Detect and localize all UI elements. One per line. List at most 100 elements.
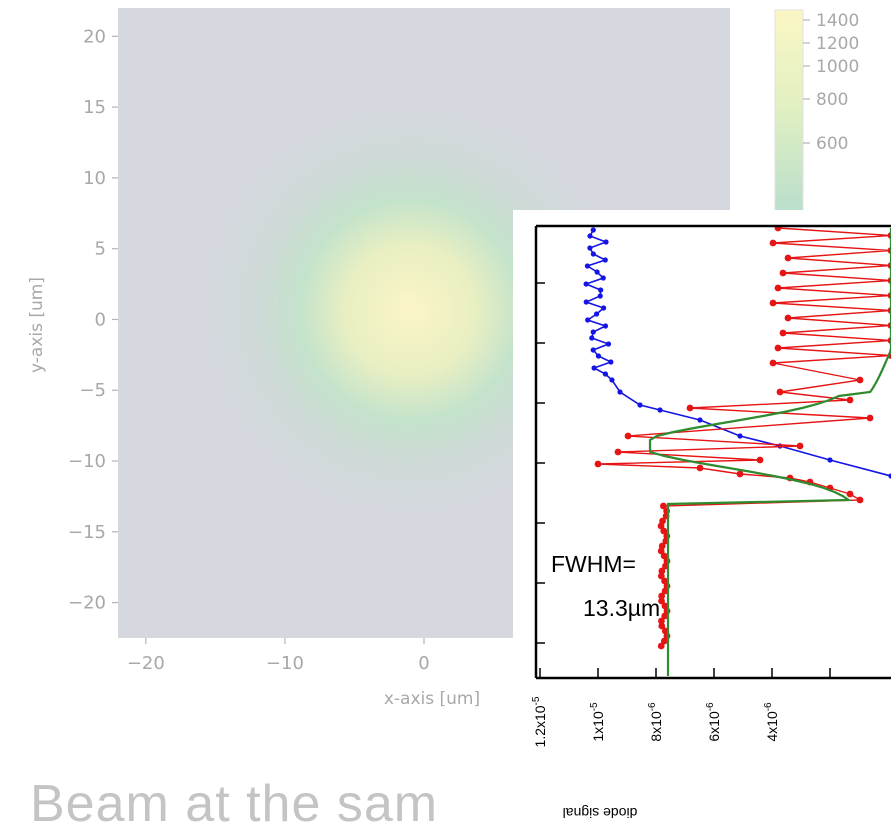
colorbar-tick-label: 1200 — [816, 34, 859, 54]
blue-series-point — [595, 353, 602, 359]
inset-bottom-ticks — [539, 668, 831, 678]
heatmap-x-label: x-axis [um] — [384, 689, 480, 709]
inset-y-tick-label: 6x10-6 — [705, 702, 722, 742]
blue-series-point — [602, 371, 609, 377]
red-series-point — [784, 314, 792, 322]
inset-y-tick-labels: 1.2x10-5 1x10-5 8x10-6 6x10-6 4x10-6 — [531, 696, 780, 747]
blue-series-point — [657, 407, 663, 413]
red-series-point — [658, 592, 666, 600]
heatmap-y-tick-label: 10 — [83, 168, 106, 189]
red-series-point — [658, 617, 665, 625]
fwhm-annotation-value: 13.3µm — [583, 595, 660, 621]
red-series-point — [796, 442, 804, 450]
red-series-point — [846, 396, 854, 404]
red-series-point — [661, 587, 669, 595]
heatmap-y-tick-label: −10 — [68, 451, 106, 472]
colorbar-tick-label: 1000 — [816, 57, 859, 77]
heatmap-y-ticks: 20 15 10 5 0 −5 −10 −15 −20 — [68, 26, 118, 614]
red-series-point — [779, 269, 787, 277]
blue-series-point — [587, 245, 593, 251]
red-series-point — [614, 448, 622, 456]
red-series-point — [657, 572, 665, 580]
heatmap-y-tick-label: 15 — [83, 97, 106, 118]
red-series-point — [659, 502, 667, 510]
colorbar-tick-label: 600 — [816, 134, 848, 154]
inset-series — [583, 227, 891, 676]
blue-series-point — [608, 359, 614, 365]
red-series-point — [774, 344, 782, 352]
red-series-point — [774, 284, 782, 292]
inset-background — [513, 210, 891, 837]
blue-series-point — [584, 263, 591, 269]
red-series-point — [756, 456, 764, 464]
green-fit-line — [648, 228, 891, 676]
inset-plot: 1.2x10-5 1x10-5 8x10-6 6x10-6 4x10-6 diode s… — [513, 210, 891, 837]
blue-series-point — [590, 227, 596, 233]
blue-series-point — [602, 257, 608, 263]
heatmap-x-tick-label: 0 — [418, 653, 429, 674]
blue-series-point — [603, 239, 609, 245]
red-series-point — [784, 254, 792, 262]
heatmap-y-tick-label: −5 — [79, 380, 106, 401]
blue-series-point — [597, 293, 603, 299]
blue-series-point — [590, 251, 596, 257]
slide-caption: Beam at the sam — [30, 775, 439, 833]
colorbar-strip — [774, 9, 804, 221]
blue-series-point — [637, 402, 643, 408]
blue-series-point — [591, 365, 597, 371]
blue-series-point — [593, 311, 600, 317]
red-series-point — [866, 414, 874, 422]
blue-series-point — [583, 281, 589, 287]
red-series-point — [776, 388, 784, 396]
blue-series-point — [600, 275, 606, 281]
red-series-point — [769, 359, 777, 367]
blue-series-point — [602, 323, 609, 329]
heatmap-y-tick-label: −15 — [68, 522, 106, 543]
colorbar-ticks: 1400 1200 1000 800 600 — [803, 11, 859, 154]
red-series-point — [660, 637, 668, 645]
red-series-point — [624, 432, 632, 440]
red-series-point — [856, 376, 864, 384]
blue-series-point — [827, 457, 833, 463]
red-series-point — [660, 527, 668, 535]
blue-series-point — [605, 341, 612, 347]
inset-y-tick-label: 8x10-6 — [647, 702, 664, 742]
blue-series-point — [590, 329, 596, 335]
red-series-point — [660, 552, 668, 560]
blue-series-point — [583, 299, 589, 305]
red-series-point — [696, 464, 704, 472]
blue-series-point — [585, 317, 591, 323]
inset-y-tick-label: 1x10-5 — [589, 702, 606, 742]
red-series-point — [658, 597, 665, 605]
blue-series-point — [587, 233, 593, 239]
red-series-point — [769, 239, 777, 247]
heatmap-x-tick-label: −20 — [127, 653, 165, 674]
red-series-point — [769, 299, 777, 307]
red-series-point — [657, 642, 665, 650]
blue-series-point — [888, 473, 891, 479]
red-series-point — [658, 622, 666, 630]
inset-left-ticks — [536, 282, 545, 644]
heatmap-x-ticks: −20 −10 0 — [127, 638, 430, 674]
red-series-point — [846, 490, 854, 498]
blue-series-point — [590, 347, 596, 353]
inset-y-label: diode signal — [563, 805, 638, 821]
colorbar-tick-label: 1400 — [816, 11, 859, 31]
heatmap-y-tick-label: 5 — [95, 239, 106, 260]
red-series-point — [657, 547, 665, 555]
blue-series-point — [617, 389, 623, 395]
red-series-point — [658, 567, 666, 575]
heatmap-y-tick-label: −20 — [68, 593, 106, 614]
red-series-point — [856, 496, 864, 504]
heatmap-y-tick-label: 0 — [95, 309, 106, 330]
inset-y-tick-label: 1.2x10-5 — [531, 696, 548, 747]
colorbar-tick-label: 800 — [816, 90, 848, 110]
blue-series-point — [598, 287, 604, 293]
red-series-point — [736, 470, 744, 478]
fwhm-annotation-label: FWHM= — [551, 551, 636, 577]
red-series-point — [779, 329, 787, 337]
blue-series-point — [737, 433, 743, 439]
red-series-point — [686, 404, 694, 412]
inset-plot-area — [583, 227, 891, 676]
